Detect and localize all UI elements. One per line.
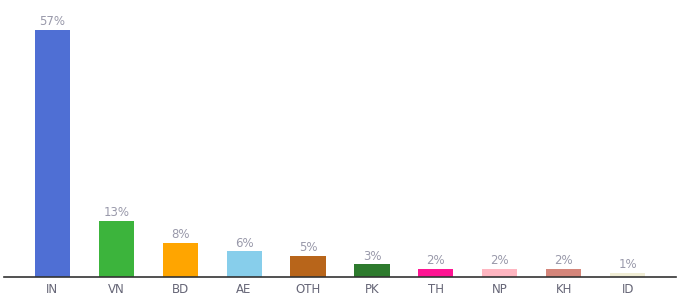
Text: 2%: 2% bbox=[554, 254, 573, 267]
Bar bbox=[482, 268, 517, 277]
Bar bbox=[99, 221, 134, 277]
Bar bbox=[418, 268, 454, 277]
Text: 2%: 2% bbox=[490, 254, 509, 267]
Bar bbox=[354, 264, 390, 277]
Text: 3%: 3% bbox=[362, 250, 381, 262]
Bar bbox=[163, 243, 198, 277]
Bar bbox=[226, 251, 262, 277]
Bar bbox=[546, 268, 581, 277]
Text: 2%: 2% bbox=[426, 254, 445, 267]
Text: 8%: 8% bbox=[171, 228, 190, 241]
Bar bbox=[610, 273, 645, 277]
Text: 57%: 57% bbox=[39, 15, 65, 28]
Text: 13%: 13% bbox=[103, 206, 129, 219]
Bar bbox=[290, 256, 326, 277]
Text: 5%: 5% bbox=[299, 241, 318, 254]
Text: 6%: 6% bbox=[235, 236, 254, 250]
Bar bbox=[35, 30, 70, 277]
Text: 1%: 1% bbox=[618, 258, 637, 271]
